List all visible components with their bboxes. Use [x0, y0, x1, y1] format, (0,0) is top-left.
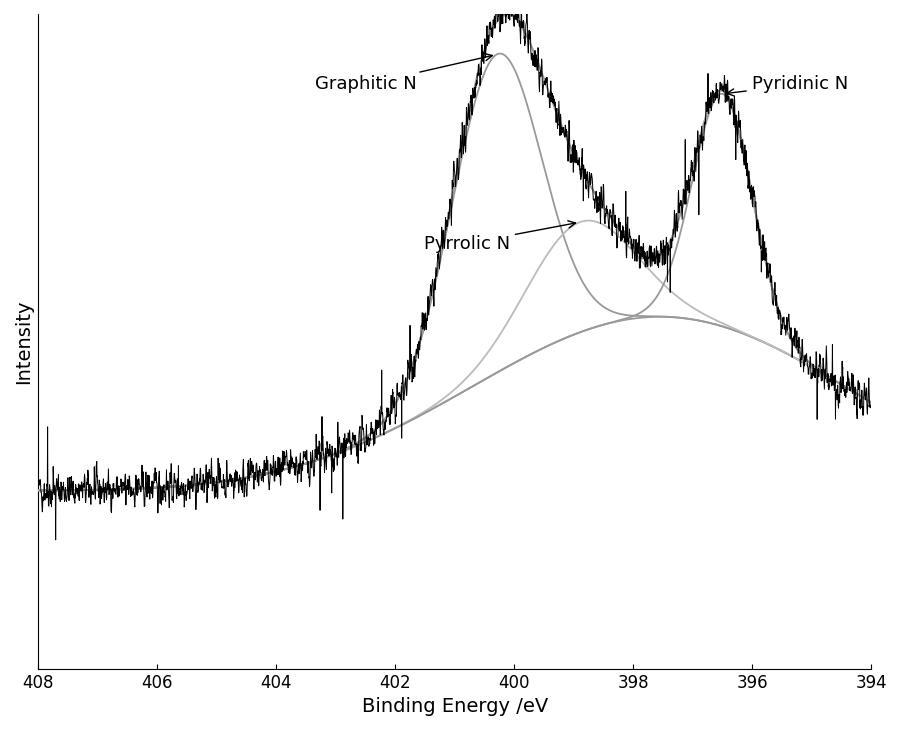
Text: Graphitic N: Graphitic N: [314, 53, 492, 93]
X-axis label: Binding Energy /eV: Binding Energy /eV: [361, 697, 548, 716]
Text: Pyrrolic N: Pyrrolic N: [423, 220, 576, 253]
Y-axis label: Intensity: Intensity: [14, 299, 33, 383]
Text: Pyridinic N: Pyridinic N: [727, 75, 848, 96]
